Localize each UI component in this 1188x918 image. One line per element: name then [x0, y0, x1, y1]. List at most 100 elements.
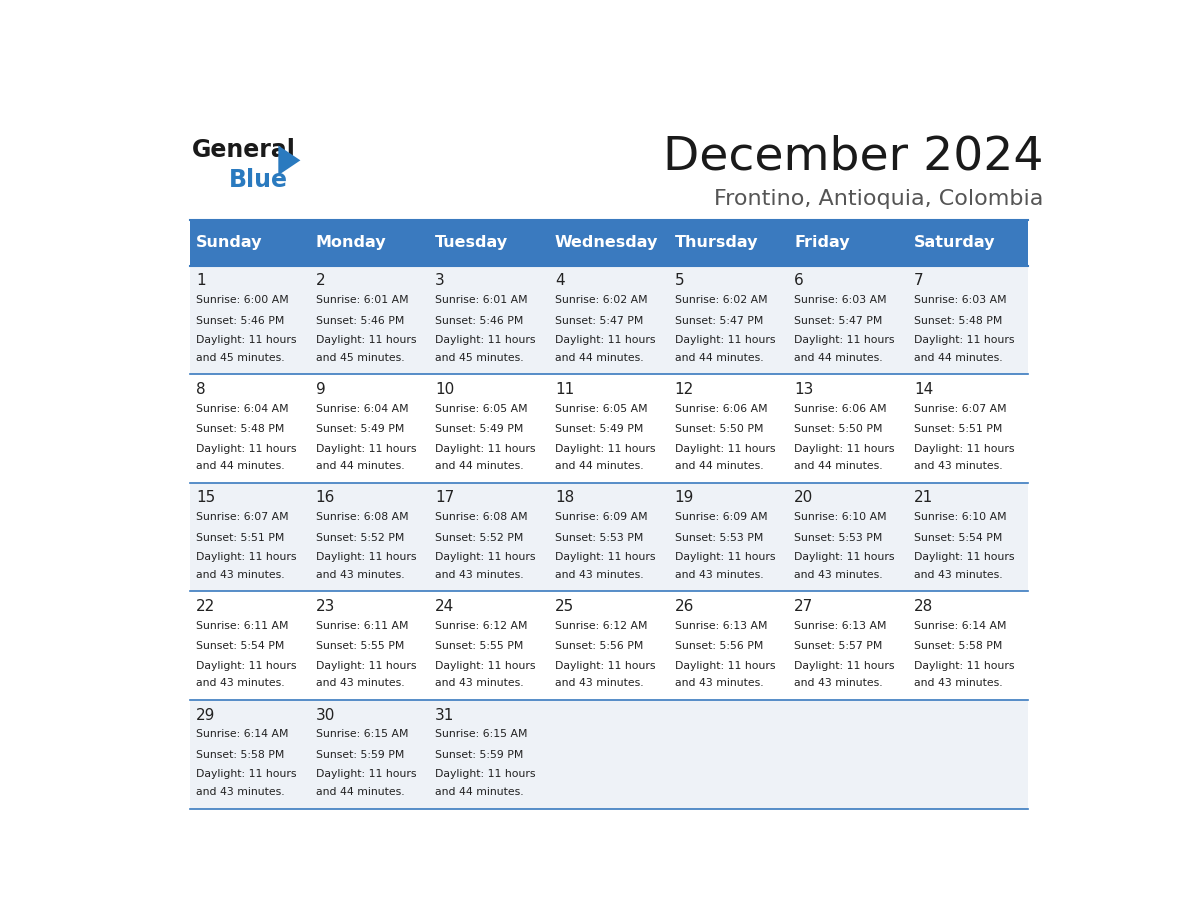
- Text: Monday: Monday: [316, 235, 386, 251]
- Text: and 43 minutes.: and 43 minutes.: [675, 678, 764, 688]
- Text: Sunrise: 6:00 AM: Sunrise: 6:00 AM: [196, 295, 289, 305]
- Text: and 43 minutes.: and 43 minutes.: [914, 570, 1003, 579]
- Text: Sunset: 5:54 PM: Sunset: 5:54 PM: [196, 642, 284, 652]
- Text: Sunset: 5:57 PM: Sunset: 5:57 PM: [795, 642, 883, 652]
- Text: Daylight: 11 hours: Daylight: 11 hours: [196, 335, 297, 345]
- Text: Sunset: 5:56 PM: Sunset: 5:56 PM: [555, 642, 644, 652]
- Text: 25: 25: [555, 599, 574, 614]
- Text: Sunset: 5:58 PM: Sunset: 5:58 PM: [196, 750, 284, 760]
- Text: Sunrise: 6:14 AM: Sunrise: 6:14 AM: [196, 729, 289, 739]
- Text: Sunset: 5:48 PM: Sunset: 5:48 PM: [914, 316, 1003, 326]
- Text: and 43 minutes.: and 43 minutes.: [196, 678, 285, 688]
- Bar: [190, 375, 1028, 483]
- Text: Sunset: 5:53 PM: Sunset: 5:53 PM: [675, 532, 763, 543]
- Text: and 43 minutes.: and 43 minutes.: [316, 678, 404, 688]
- Text: Sunrise: 6:10 AM: Sunrise: 6:10 AM: [914, 512, 1006, 522]
- Text: Sunset: 5:54 PM: Sunset: 5:54 PM: [914, 532, 1003, 543]
- Text: Sunrise: 6:13 AM: Sunrise: 6:13 AM: [675, 621, 767, 631]
- Bar: [190, 591, 1028, 700]
- Text: and 44 minutes.: and 44 minutes.: [316, 787, 404, 797]
- Text: Daylight: 11 hours: Daylight: 11 hours: [435, 335, 536, 345]
- Text: 29: 29: [196, 708, 215, 722]
- Text: Sunset: 5:56 PM: Sunset: 5:56 PM: [675, 642, 763, 652]
- Text: 18: 18: [555, 490, 574, 506]
- Text: and 44 minutes.: and 44 minutes.: [555, 461, 644, 471]
- Text: 23: 23: [316, 599, 335, 614]
- Text: Wednesday: Wednesday: [555, 235, 658, 251]
- Text: and 43 minutes.: and 43 minutes.: [914, 461, 1003, 471]
- Text: Sunrise: 6:03 AM: Sunrise: 6:03 AM: [795, 295, 887, 305]
- Text: Daylight: 11 hours: Daylight: 11 hours: [555, 443, 656, 453]
- Text: Friday: Friday: [795, 235, 849, 251]
- Text: and 44 minutes.: and 44 minutes.: [675, 461, 764, 471]
- Text: and 43 minutes.: and 43 minutes.: [196, 787, 285, 797]
- Text: Daylight: 11 hours: Daylight: 11 hours: [555, 335, 656, 345]
- Text: Daylight: 11 hours: Daylight: 11 hours: [316, 553, 416, 563]
- Text: Daylight: 11 hours: Daylight: 11 hours: [196, 769, 297, 779]
- Text: Daylight: 11 hours: Daylight: 11 hours: [435, 661, 536, 671]
- Text: 1: 1: [196, 274, 206, 288]
- Text: Saturday: Saturday: [914, 235, 996, 251]
- Text: Sunset: 5:50 PM: Sunset: 5:50 PM: [675, 424, 763, 434]
- Text: Sunrise: 6:08 AM: Sunrise: 6:08 AM: [435, 512, 527, 522]
- Text: Sunset: 5:58 PM: Sunset: 5:58 PM: [914, 642, 1003, 652]
- Text: Daylight: 11 hours: Daylight: 11 hours: [435, 553, 536, 563]
- Text: and 43 minutes.: and 43 minutes.: [914, 678, 1003, 688]
- Text: Daylight: 11 hours: Daylight: 11 hours: [795, 553, 895, 563]
- Text: Sunrise: 6:13 AM: Sunrise: 6:13 AM: [795, 621, 887, 631]
- Text: 20: 20: [795, 490, 814, 506]
- Text: Sunrise: 6:02 AM: Sunrise: 6:02 AM: [675, 295, 767, 305]
- Text: Sunset: 5:51 PM: Sunset: 5:51 PM: [914, 424, 1003, 434]
- Text: 22: 22: [196, 599, 215, 614]
- Text: Daylight: 11 hours: Daylight: 11 hours: [795, 335, 895, 345]
- Text: and 45 minutes.: and 45 minutes.: [196, 353, 285, 363]
- Text: and 44 minutes.: and 44 minutes.: [435, 787, 524, 797]
- Text: December 2024: December 2024: [663, 135, 1043, 180]
- Text: and 44 minutes.: and 44 minutes.: [795, 461, 883, 471]
- Bar: [190, 265, 1028, 375]
- Text: Sunrise: 6:09 AM: Sunrise: 6:09 AM: [675, 512, 767, 522]
- Text: Sunrise: 6:05 AM: Sunrise: 6:05 AM: [435, 404, 527, 413]
- Text: Sunset: 5:47 PM: Sunset: 5:47 PM: [795, 316, 883, 326]
- Text: Sunset: 5:53 PM: Sunset: 5:53 PM: [795, 532, 883, 543]
- Polygon shape: [278, 145, 301, 175]
- Text: Sunrise: 6:06 AM: Sunrise: 6:06 AM: [795, 404, 887, 413]
- Text: and 43 minutes.: and 43 minutes.: [555, 570, 644, 579]
- Text: 15: 15: [196, 490, 215, 506]
- Text: Sunset: 5:53 PM: Sunset: 5:53 PM: [555, 532, 644, 543]
- Text: Sunset: 5:46 PM: Sunset: 5:46 PM: [196, 316, 284, 326]
- Text: Daylight: 11 hours: Daylight: 11 hours: [196, 661, 297, 671]
- Text: Daylight: 11 hours: Daylight: 11 hours: [435, 769, 536, 779]
- Text: and 44 minutes.: and 44 minutes.: [914, 353, 1003, 363]
- Text: Frontino, Antioquia, Colombia: Frontino, Antioquia, Colombia: [714, 189, 1043, 209]
- Text: and 44 minutes.: and 44 minutes.: [675, 353, 764, 363]
- Text: 16: 16: [316, 490, 335, 506]
- Text: Sunrise: 6:15 AM: Sunrise: 6:15 AM: [316, 729, 409, 739]
- Text: Sunset: 5:46 PM: Sunset: 5:46 PM: [316, 316, 404, 326]
- Text: Sunrise: 6:10 AM: Sunrise: 6:10 AM: [795, 512, 887, 522]
- Text: 11: 11: [555, 382, 574, 397]
- Text: Daylight: 11 hours: Daylight: 11 hours: [316, 335, 416, 345]
- Text: 5: 5: [675, 274, 684, 288]
- Text: Daylight: 11 hours: Daylight: 11 hours: [196, 553, 297, 563]
- Text: Sunrise: 6:02 AM: Sunrise: 6:02 AM: [555, 295, 647, 305]
- Text: Sunrise: 6:07 AM: Sunrise: 6:07 AM: [914, 404, 1006, 413]
- Text: and 45 minutes.: and 45 minutes.: [316, 353, 404, 363]
- Text: 17: 17: [435, 490, 455, 506]
- Text: Sunset: 5:52 PM: Sunset: 5:52 PM: [316, 532, 404, 543]
- Text: 21: 21: [914, 490, 934, 506]
- Text: Daylight: 11 hours: Daylight: 11 hours: [316, 443, 416, 453]
- Text: and 44 minutes.: and 44 minutes.: [196, 461, 285, 471]
- Text: Sunset: 5:55 PM: Sunset: 5:55 PM: [316, 642, 404, 652]
- Text: Sunrise: 6:07 AM: Sunrise: 6:07 AM: [196, 512, 289, 522]
- Text: and 43 minutes.: and 43 minutes.: [555, 678, 644, 688]
- Text: and 43 minutes.: and 43 minutes.: [795, 570, 883, 579]
- Text: Sunrise: 6:03 AM: Sunrise: 6:03 AM: [914, 295, 1006, 305]
- Text: Sunrise: 6:14 AM: Sunrise: 6:14 AM: [914, 621, 1006, 631]
- Text: 13: 13: [795, 382, 814, 397]
- Text: Sunrise: 6:12 AM: Sunrise: 6:12 AM: [555, 621, 647, 631]
- Text: Sunrise: 6:12 AM: Sunrise: 6:12 AM: [435, 621, 527, 631]
- Text: Sunrise: 6:11 AM: Sunrise: 6:11 AM: [196, 621, 289, 631]
- Text: Sunrise: 6:01 AM: Sunrise: 6:01 AM: [435, 295, 527, 305]
- Text: Sunset: 5:52 PM: Sunset: 5:52 PM: [435, 532, 524, 543]
